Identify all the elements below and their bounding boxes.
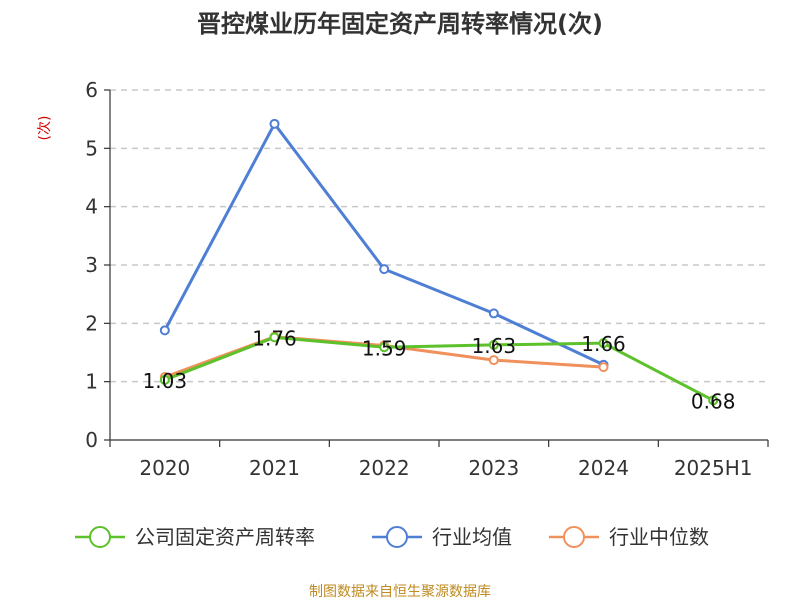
- legend-marker[interactable]: [386, 526, 408, 548]
- data-point: [159, 374, 170, 385]
- gridlines: [110, 89, 768, 383]
- data-point: [379, 264, 390, 275]
- data-point: [488, 355, 499, 366]
- chart-title: 晋控煤业历年固定资产周转率情况(次): [197, 10, 603, 38]
- legend-label[interactable]: 公司固定资产周转率: [135, 525, 315, 549]
- data-labels: 1.03 1.76 1.59 1.63 1.66 0.68: [143, 326, 736, 413]
- legend[interactable]: 公司固定资产周转率 行业均值 行业中位数: [75, 525, 709, 549]
- legend-label[interactable]: 行业均值: [432, 525, 512, 549]
- data-label: 1.63: [472, 334, 517, 358]
- y-tick-label: 6: [85, 78, 98, 102]
- data-point: [598, 362, 609, 373]
- data-point: [159, 325, 170, 336]
- data-point: [598, 338, 609, 349]
- y-tick-label: 0: [85, 428, 98, 452]
- x-tick-label: 2020: [139, 456, 190, 480]
- y-axis-label: (次): [37, 116, 53, 141]
- data-point: [379, 342, 390, 353]
- data-point: [708, 395, 719, 406]
- data-point: [269, 118, 280, 129]
- data-point: [488, 339, 499, 350]
- x-tick-label: 2021: [249, 456, 300, 480]
- y-tick-label: 4: [85, 195, 98, 219]
- data-label: 1.76: [252, 326, 297, 350]
- x-tick-label: 2025H1: [674, 456, 753, 480]
- data-point: [488, 308, 499, 319]
- series-line-1: [163, 122, 605, 367]
- x-tick-label: 2024: [578, 456, 629, 480]
- data-label: 0.68: [691, 389, 736, 413]
- series-lines: [159, 118, 719, 406]
- x-tick-label: 2022: [359, 456, 410, 480]
- data-label: 1.66: [581, 332, 626, 356]
- legend-marker[interactable]: [89, 526, 111, 548]
- x-tick-labels: 2020 2021 2022 2023 2024 2025H1: [139, 456, 752, 480]
- data-label: 1.59: [362, 336, 407, 360]
- series-line-0: [164, 335, 714, 402]
- y-tick-labels: 0 1 2 3 4 5 6: [85, 78, 98, 452]
- axes: [104, 89, 769, 447]
- y-tick-label: 5: [85, 136, 98, 160]
- x-tick-label: 2023: [468, 456, 519, 480]
- data-label: 1.03: [143, 369, 188, 393]
- legend-label[interactable]: 行业中位数: [609, 525, 709, 549]
- y-tick-label: 1: [85, 370, 98, 394]
- data-point: [269, 332, 280, 343]
- y-tick-label: 3: [85, 253, 98, 277]
- legend-marker[interactable]: [563, 526, 585, 548]
- source-note: 制图数据来自恒生聚源数据库: [309, 584, 491, 600]
- y-tick-label: 2: [85, 311, 98, 335]
